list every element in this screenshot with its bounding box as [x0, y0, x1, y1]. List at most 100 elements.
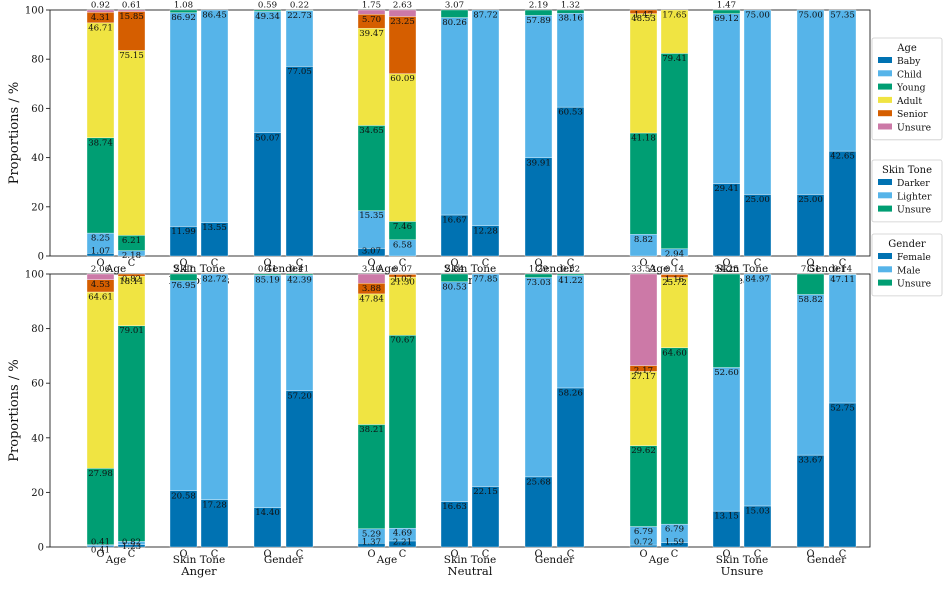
data-label-fear-age-o-senior: 1.47 — [634, 11, 653, 21]
data-label-fear-skin-o-darker: 29.41 — [714, 184, 739, 194]
data-label-fear-gender-o-male: 75.00 — [798, 11, 823, 21]
x-bar-label: O — [639, 549, 647, 560]
data-label-happiness-skin-o-unsure: 1.08 — [174, 1, 193, 11]
data-label-sadness-age-o-young: 34.65 — [359, 126, 384, 136]
bar-segment-unsure-age-c-adult — [661, 278, 688, 348]
legend-label-skin-lighter: Lighter — [897, 191, 932, 202]
y-tick-label: 20 — [31, 202, 44, 213]
bar-segment-anger-skin-c-lighter — [201, 274, 228, 500]
bar-segment-fear-gender-c-male — [829, 10, 856, 151]
y-tick-label: 20 — [31, 488, 44, 499]
bar-segment-neutral-skin-o-unsure — [441, 274, 468, 282]
data-label-unsure-skin-o-unsure: 34.25 — [714, 265, 739, 275]
data-label-unsure-skin-o-darker: 13.15 — [714, 512, 739, 522]
bar-segment-fear-age-o-adult — [630, 14, 657, 133]
bar-segment-fear-skin-c-lighter — [744, 10, 771, 195]
bar-segment-sadness-skin-c-lighter — [472, 10, 499, 226]
bar-segment-anger-gender-o-male — [254, 275, 281, 508]
data-label-happiness-age-c-senior: 15.85 — [119, 12, 144, 22]
bar-segment-unsure-skin-o-unsure — [713, 274, 740, 368]
data-label-sadness-gender-o-male: 57.89 — [526, 16, 551, 26]
data-label-sadness-age-c-adult: 60.09 — [390, 74, 415, 84]
bar-segment-unsure-gender-o-unsure — [797, 274, 824, 295]
data-label-fear-age-c-young: 79.41 — [662, 54, 687, 64]
data-label-anger-age-o-young: 27.98 — [88, 469, 113, 479]
bar-segment-unsure-gender-c-male — [829, 274, 856, 403]
emotion-title-unsure: Unsure — [721, 564, 764, 578]
data-label-unsure-skin-c-lighter: 84.97 — [745, 275, 770, 285]
data-label-sadness-skin-o-darker: 16.67 — [442, 215, 467, 225]
emotion-title-anger: Anger — [180, 564, 217, 578]
data-label-neutral-gender-c-unsure: 0.52 — [561, 265, 580, 275]
legend-swatch-skin-darker — [878, 179, 892, 185]
data-label-unsure-gender-o-male: 58.82 — [798, 295, 823, 305]
data-label-unsure-age-c-child: 6.79 — [665, 525, 684, 535]
x-group-label-gender: Gender — [807, 554, 847, 566]
y-tick-label: 80 — [31, 55, 44, 66]
legend-title-age: Age — [896, 43, 917, 54]
data-label-neutral-age-o-unsure: 3.40 — [362, 265, 381, 275]
legend-label-age-senior: Senior — [897, 109, 928, 120]
y-tick-label: 40 — [31, 433, 44, 444]
bar-segment-happiness-skin-o-lighter — [170, 13, 197, 227]
bar-segment-anger-age-o-unsure — [87, 274, 114, 280]
x-bar-label: C — [128, 549, 136, 560]
legend-label-gender-unsure: Unsure — [897, 279, 931, 290]
data-label-anger-age-c-young: 79.01 — [119, 326, 144, 336]
data-label-neutral-gender-o-unsure: 1.29 — [529, 265, 548, 275]
data-label-unsure-gender-c-male: 47.11 — [830, 275, 855, 285]
bar-segment-fear-skin-o-darker — [713, 184, 740, 256]
data-label-sadness-gender-c-unsure: 1.32 — [561, 1, 580, 11]
data-label-unsure-age-o-senior: 2.17 — [634, 366, 653, 376]
bar-segment-anger-age-o-young — [87, 468, 114, 544]
legend-label-gender-female: Female — [897, 252, 931, 263]
data-label-fear-gender-c-female: 42.65 — [830, 152, 855, 162]
legend-label-skin-unsure: Unsure — [897, 205, 931, 216]
bar-segment-sadness-age-c-unsure — [389, 10, 416, 16]
data-label-neutral-age-o-senior: 3.88 — [362, 284, 381, 294]
data-label-happiness-gender-c-male: 22.73 — [287, 11, 312, 21]
bar-segment-neutral-skin-c-lighter — [472, 274, 499, 487]
data-label-neutral-age-c-young: 70.67 — [390, 336, 415, 346]
data-label-unsure-age-o-baby: 0.72 — [634, 538, 653, 548]
y-tick-label: 0 — [38, 252, 44, 263]
data-label-neutral-age-c-unsure: 0.07 — [393, 265, 412, 275]
data-label-happiness-skin-c-darker: 13.55 — [202, 223, 227, 233]
bar-segment-unsure-age-o-unsure — [630, 274, 657, 366]
data-label-unsure-age-c-young: 64.60 — [662, 348, 687, 358]
bar-segment-sadness-skin-o-lighter — [441, 18, 468, 215]
bar-segment-unsure-skin-o-lighter — [713, 368, 740, 512]
x-group-label-age: Age — [376, 554, 398, 566]
bar-segment-anger-skin-o-lighter — [170, 281, 197, 491]
data-label-sadness-age-o-senior: 5.70 — [362, 15, 381, 25]
data-label-anger-skin-o-unsure: 2.47 — [174, 265, 193, 275]
data-label-neutral-age-c-child: 4.69 — [393, 529, 412, 539]
data-label-happiness-gender-o-male: 49.34 — [255, 12, 280, 22]
data-label-neutral-gender-c-male: 41.22 — [558, 276, 583, 286]
bar-segment-happiness-gender-o-male — [254, 11, 281, 132]
bar-segment-anger-skin-o-unsure — [170, 274, 197, 281]
data-label-happiness-age-c-unsure: 0.61 — [122, 1, 141, 11]
data-label-anger-gender-o-unsure: 0.41 — [258, 265, 277, 275]
legend-label-age-child: Child — [897, 69, 922, 80]
legend-swatch-age-unsure — [878, 124, 892, 130]
data-label-anger-skin-c-lighter: 82.72 — [202, 275, 227, 285]
data-label-anger-skin-c-darker: 17.28 — [202, 500, 227, 510]
data-label-neutral-gender-c-female: 58.26 — [558, 388, 583, 398]
data-label-sadness-skin-o-unsure: 3.07 — [445, 1, 464, 11]
x-bar-label: C — [128, 258, 136, 269]
data-label-neutral-age-o-child: 5.29 — [362, 529, 381, 539]
bar-segment-sadness-age-c-adult — [389, 74, 416, 222]
legend-label-age-baby: Baby — [897, 56, 921, 67]
data-label-neutral-skin-c-darker: 22.15 — [473, 487, 498, 497]
bar-segment-happiness-skin-c-lighter — [201, 10, 228, 223]
data-label-sadness-age-c-child: 6.58 — [393, 240, 412, 250]
x-bar-label: C — [399, 549, 407, 560]
data-label-anger-age-o-adult: 64.61 — [88, 292, 113, 302]
data-label-happiness-age-c-adult: 75.15 — [119, 51, 144, 61]
bar-segment-sadness-skin-o-unsure — [441, 10, 468, 18]
data-label-unsure-age-o-child: 6.79 — [634, 527, 653, 537]
data-label-sadness-skin-o-lighter: 80.26 — [442, 18, 467, 28]
bar-segment-happiness-age-o-adult — [87, 23, 114, 138]
data-label-sadness-age-c-young: 7.46 — [393, 222, 412, 232]
